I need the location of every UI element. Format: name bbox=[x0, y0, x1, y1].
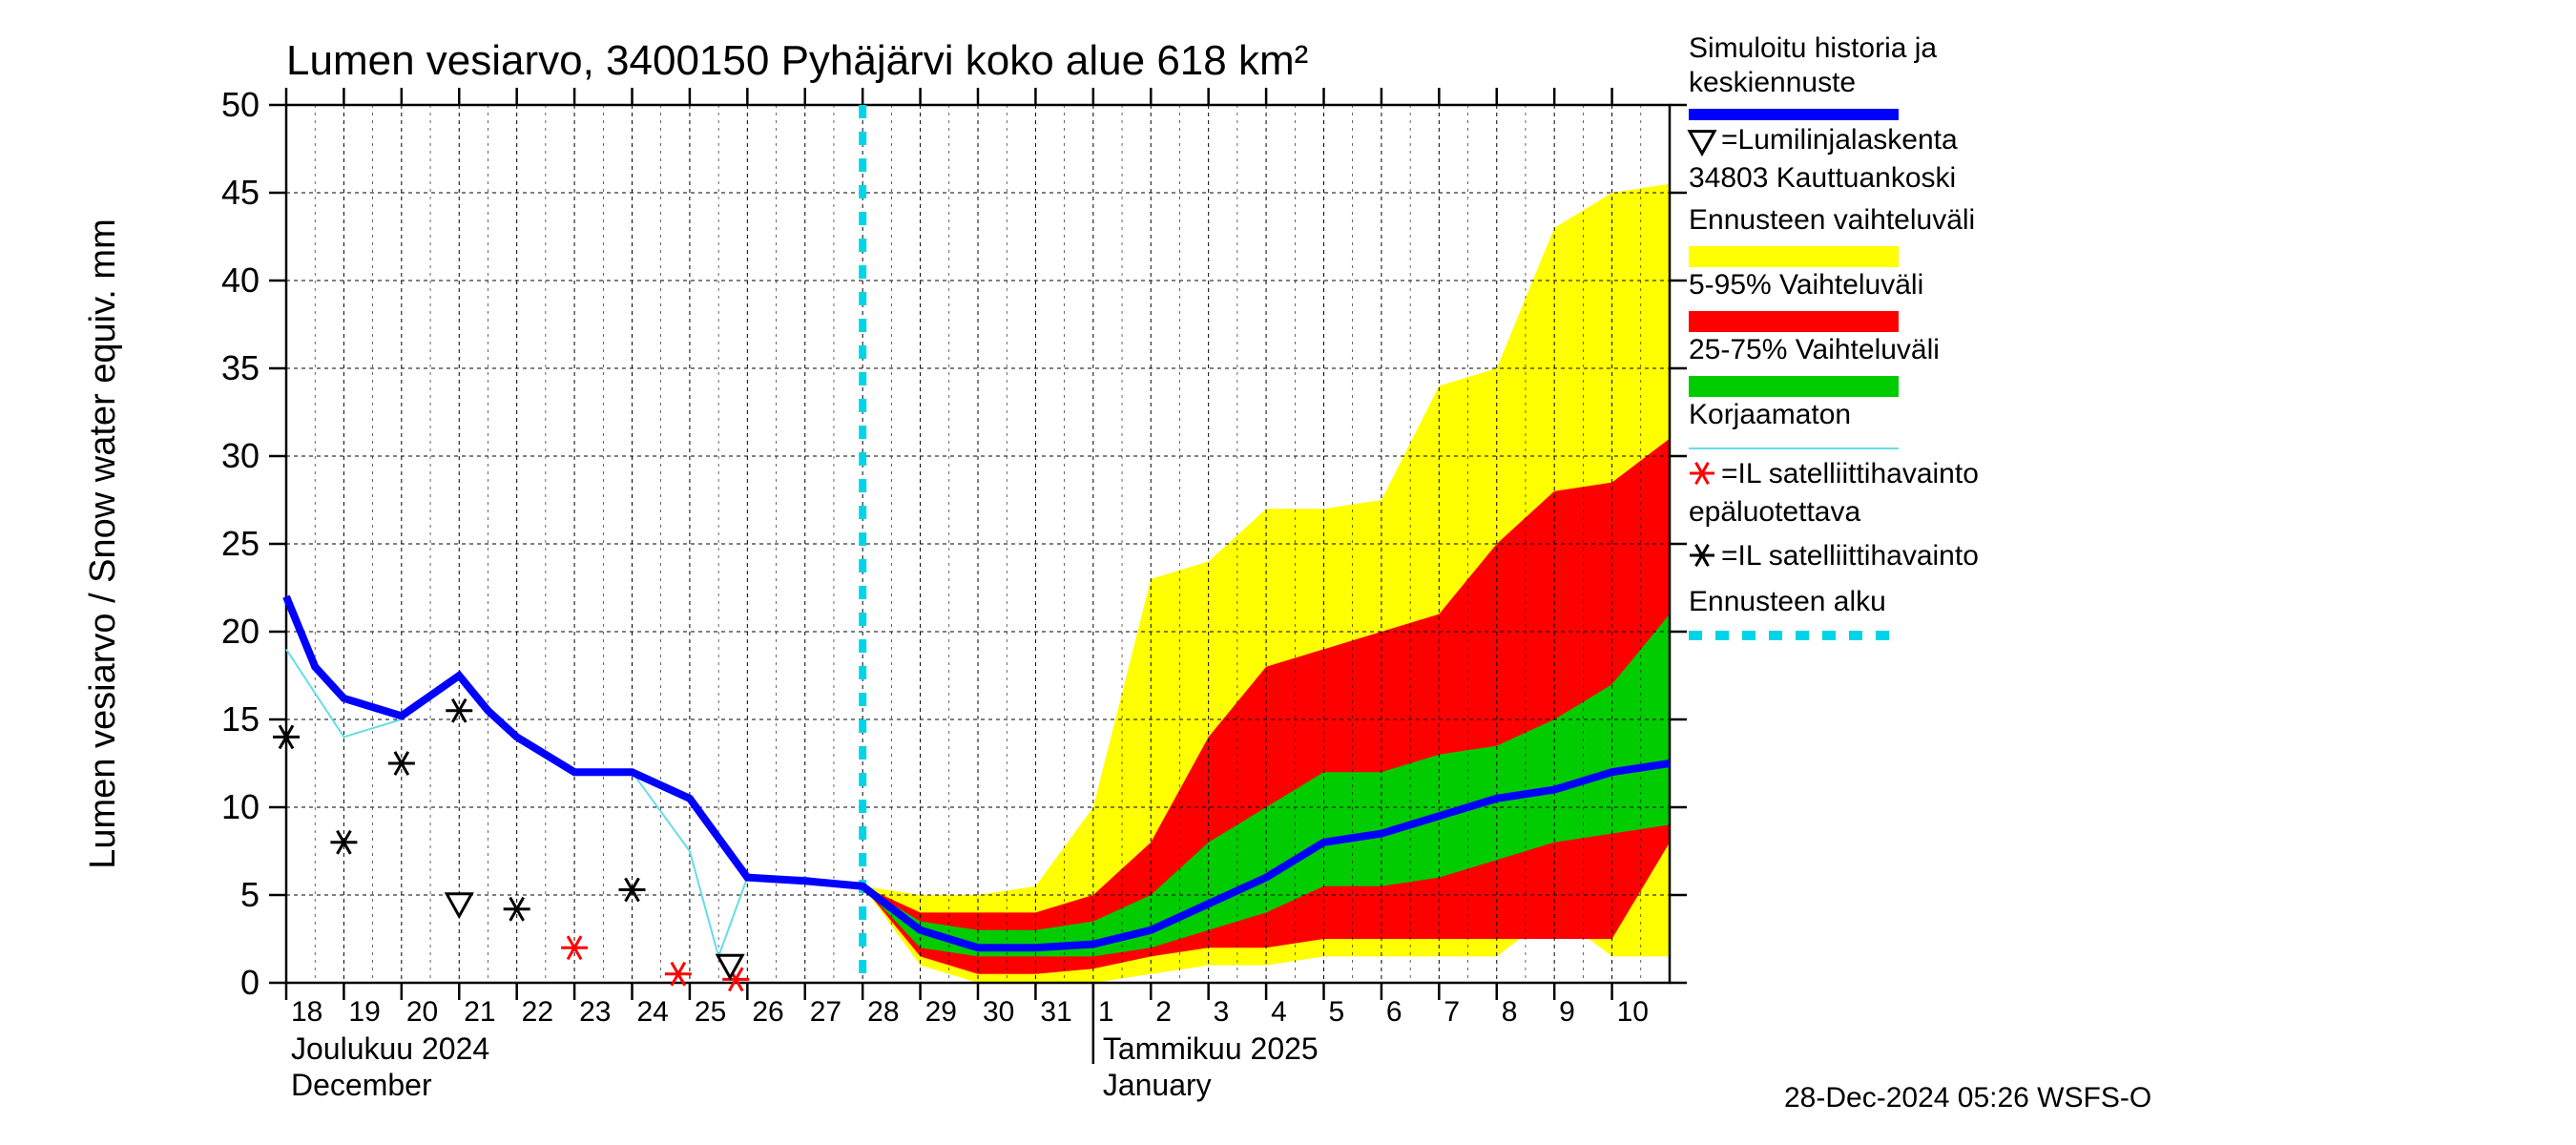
legend-red-star-icon bbox=[1690, 463, 1714, 485]
y-tick-label: 10 bbox=[221, 787, 260, 826]
x-day-label: 23 bbox=[579, 996, 611, 1028]
x-day-label: 21 bbox=[464, 996, 495, 1028]
legend-label: Ennusteen alku bbox=[1689, 586, 1886, 617]
legend-label: Ennusteen vaihteluväli bbox=[1689, 204, 1975, 236]
legend-triangle-icon bbox=[1690, 132, 1714, 154]
y-axis-label: Lumen vesiarvo / Snow water equiv. mm bbox=[83, 219, 123, 868]
month1-en: December bbox=[291, 1068, 432, 1102]
x-day-label: 1 bbox=[1098, 996, 1114, 1028]
y-tick-label: 25 bbox=[221, 524, 260, 563]
y-tick-label: 30 bbox=[221, 436, 260, 475]
legend-label: keskiennuste bbox=[1689, 67, 1856, 98]
x-day-label: 10 bbox=[1617, 996, 1649, 1028]
x-day-label: 6 bbox=[1386, 996, 1402, 1028]
x-day-label: 9 bbox=[1559, 996, 1575, 1028]
footer-text: 28-Dec-2024 05:26 WSFS-O bbox=[1784, 1082, 2151, 1114]
legend-label: Simuloitu historia ja bbox=[1689, 32, 1937, 64]
legend-red bbox=[1689, 311, 1899, 332]
x-day-label: 29 bbox=[925, 996, 957, 1028]
x-day-label: 19 bbox=[348, 996, 380, 1028]
x-day-label: 22 bbox=[522, 996, 553, 1028]
y-tick-label: 45 bbox=[221, 173, 260, 212]
legend-label: 5-95% Vaihteluväli bbox=[1689, 269, 1923, 301]
y-tick-label: 40 bbox=[221, 260, 260, 300]
x-day-label: 5 bbox=[1329, 996, 1345, 1028]
legend-label: epäluotettava bbox=[1689, 496, 1860, 528]
legend-label: =IL satelliittihavainto bbox=[1721, 540, 1979, 572]
legend-label: 34803 Kauttuankoski bbox=[1689, 162, 1956, 194]
legend-green bbox=[1689, 376, 1899, 397]
y-tick-label: 35 bbox=[221, 348, 260, 387]
month1-fi: Joulukuu 2024 bbox=[291, 1031, 489, 1066]
x-day-label: 26 bbox=[752, 996, 783, 1028]
x-day-label: 24 bbox=[637, 996, 669, 1028]
x-day-label: 28 bbox=[867, 996, 899, 1028]
chart-container: 0510152025303540455018192021222324252627… bbox=[0, 0, 2576, 1145]
x-day-label: 3 bbox=[1214, 996, 1230, 1028]
legend-label: Korjaamaton bbox=[1689, 399, 1851, 430]
x-day-label: 31 bbox=[1040, 996, 1071, 1028]
y-tick-label: 15 bbox=[221, 699, 260, 739]
y-tick-label: 20 bbox=[221, 612, 260, 651]
y-tick-label: 0 bbox=[240, 963, 260, 1002]
legend-label: =IL satelliittihavainto bbox=[1721, 458, 1979, 489]
x-day-label: 4 bbox=[1271, 996, 1287, 1028]
x-day-label: 27 bbox=[810, 996, 841, 1028]
x-day-label: 25 bbox=[695, 996, 726, 1028]
chart-title: Lumen vesiarvo, 3400150 Pyhäjärvi koko a… bbox=[286, 37, 1308, 84]
y-tick-label: 50 bbox=[221, 85, 260, 124]
month2-fi: Tammikuu 2025 bbox=[1103, 1031, 1319, 1066]
legend-yellow bbox=[1689, 246, 1899, 267]
y-tick-label: 5 bbox=[240, 875, 260, 914]
x-day-label: 18 bbox=[291, 996, 322, 1028]
x-day-label: 2 bbox=[1155, 996, 1172, 1028]
legend-label: 25-75% Vaihteluväli bbox=[1689, 334, 1940, 365]
x-day-label: 8 bbox=[1502, 996, 1518, 1028]
month2-en: January bbox=[1103, 1068, 1212, 1102]
chart-svg: 0510152025303540455018192021222324252627… bbox=[0, 0, 2576, 1145]
x-day-label: 7 bbox=[1444, 996, 1460, 1028]
legend-label: =Lumilinjalaskenta bbox=[1721, 124, 1958, 156]
legend-black-star-icon bbox=[1690, 545, 1714, 567]
x-day-label: 30 bbox=[983, 996, 1014, 1028]
x-day-label: 20 bbox=[406, 996, 438, 1028]
